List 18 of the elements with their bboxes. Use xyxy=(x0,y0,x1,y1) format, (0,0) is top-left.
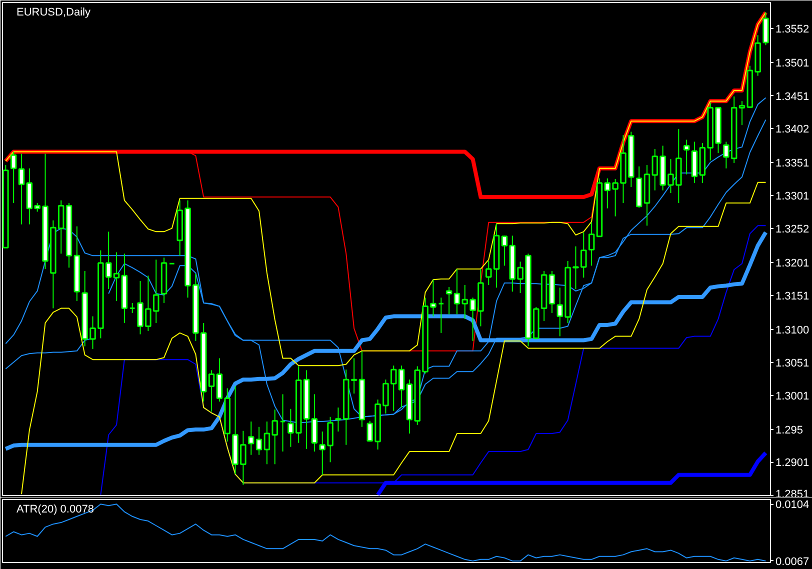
y-tick-label: 1.3252 xyxy=(776,223,810,236)
chart-title: EURUSD,Daily xyxy=(16,6,91,18)
y-tick-label: 1.295 xyxy=(776,424,804,437)
chart-title: ATR(20) 0.0078 xyxy=(16,504,94,516)
y-tick-label: 1.3301 xyxy=(776,190,810,203)
y-tick-label: 1.3402 xyxy=(776,123,810,136)
y-tick-label: 1.3201 xyxy=(776,257,810,270)
y-tick-label: 0.0104 xyxy=(776,499,810,512)
y-tick-label: 1.3501 xyxy=(776,57,810,70)
y-tick-label: 1.2901 xyxy=(776,457,810,470)
y-tick-label: 1.3451 xyxy=(776,90,810,103)
y-tick-label: 1.3351 xyxy=(776,157,810,170)
y-tick-label: 1.3151 xyxy=(776,290,810,303)
y-tick-label: 1.3001 xyxy=(776,390,810,403)
y-tick-label: 1.3100 xyxy=(776,324,810,337)
y-tick-label: 1.3552 xyxy=(776,23,810,36)
y-tick-label: 0.0067 xyxy=(776,556,810,568)
y-tick-label: 1.3051 xyxy=(776,357,810,370)
